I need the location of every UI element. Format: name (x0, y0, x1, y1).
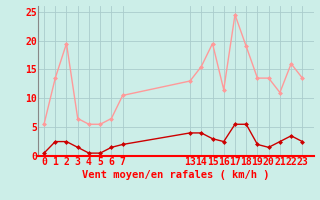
X-axis label: Vent moyen/en rafales ( km/h ): Vent moyen/en rafales ( km/h ) (82, 170, 270, 180)
